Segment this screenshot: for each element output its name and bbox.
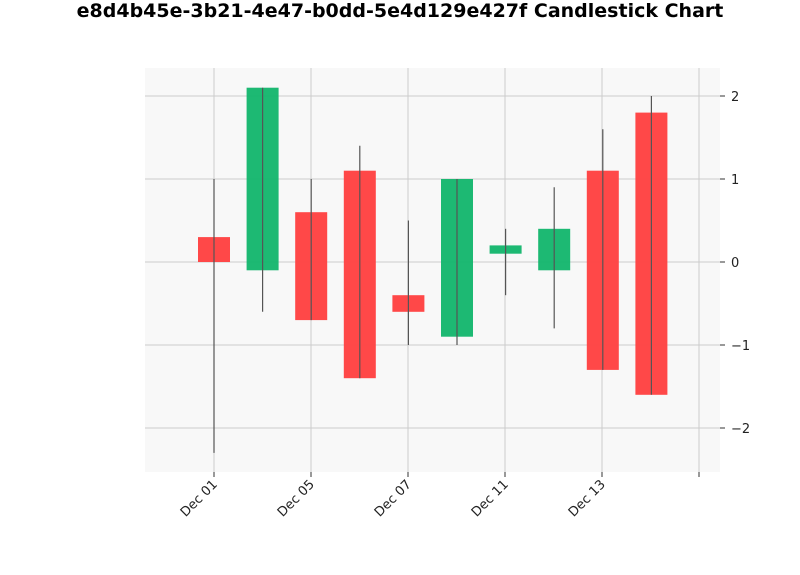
x-axis: Dec 01 Dec 05 Dec 07 Dec 11 Dec 13 <box>178 472 700 520</box>
x-tick-label: Dec 01 <box>178 477 221 520</box>
candles <box>198 87 668 453</box>
y-tick-label: 0 <box>731 256 739 271</box>
candle <box>538 187 571 329</box>
candle <box>343 145 376 379</box>
candle <box>489 228 522 296</box>
y-tick-label: −2 <box>731 422 750 437</box>
y-tick-label: −1 <box>731 339 750 354</box>
y-tick-label: 2 <box>731 90 739 105</box>
chart-title: e8d4b45e-3b21-4e47-b0dd-5e4d129e427f Can… <box>76 0 724 22</box>
candle <box>198 179 230 453</box>
candle <box>441 179 473 345</box>
candle <box>246 87 279 312</box>
candle <box>295 179 328 321</box>
x-tick-label: Dec 11 <box>469 477 512 520</box>
x-tick-label: Dec 05 <box>275 477 318 520</box>
candle <box>635 96 668 395</box>
y-axis: 2 1 0 −1 −2 <box>720 90 750 437</box>
x-tick-label: Dec 13 <box>566 477 609 520</box>
y-tick-label: 1 <box>731 173 739 188</box>
candle <box>392 220 425 345</box>
candle <box>586 129 619 370</box>
plot-area <box>145 68 720 472</box>
x-tick-label: Dec 07 <box>372 477 415 520</box>
y-axis-label: ㅤㅤㅤㅤ <box>756 246 771 294</box>
